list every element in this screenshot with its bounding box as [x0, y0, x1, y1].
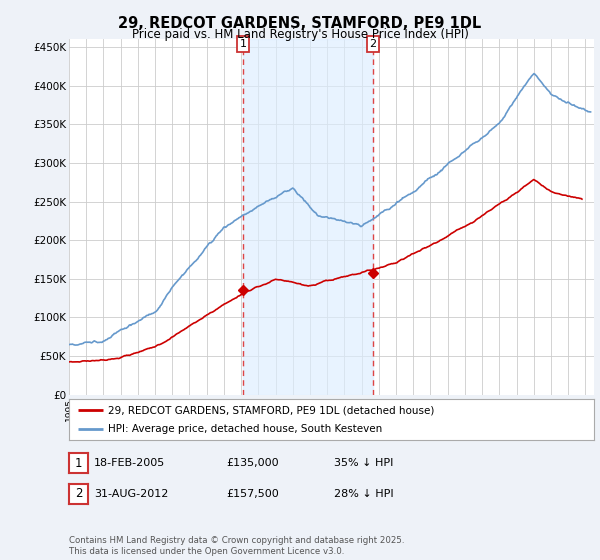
Text: 1: 1: [75, 456, 82, 470]
Text: HPI: Average price, detached house, South Kesteven: HPI: Average price, detached house, Sout…: [109, 424, 383, 433]
Text: £135,000: £135,000: [226, 458, 279, 468]
Bar: [243, 39, 373, 395]
Text: 35% ↓ HPI: 35% ↓ HPI: [334, 458, 394, 468]
Text: 29, REDCOT GARDENS, STAMFORD, PE9 1DL (detached house): 29, REDCOT GARDENS, STAMFORD, PE9 1DL (d…: [109, 405, 435, 415]
Text: Price paid vs. HM Land Registry's House Price Index (HPI): Price paid vs. HM Land Registry's House …: [131, 28, 469, 41]
Text: 28% ↓ HPI: 28% ↓ HPI: [334, 489, 394, 499]
Text: 2: 2: [75, 487, 82, 501]
Text: Contains HM Land Registry data © Crown copyright and database right 2025.
This d: Contains HM Land Registry data © Crown c…: [69, 536, 404, 556]
Text: 31-AUG-2012: 31-AUG-2012: [94, 489, 169, 499]
Text: £157,500: £157,500: [226, 489, 279, 499]
Text: 18-FEB-2005: 18-FEB-2005: [94, 458, 166, 468]
Text: 1: 1: [239, 39, 247, 49]
Text: 2: 2: [370, 39, 377, 49]
Text: 29, REDCOT GARDENS, STAMFORD, PE9 1DL: 29, REDCOT GARDENS, STAMFORD, PE9 1DL: [118, 16, 482, 31]
